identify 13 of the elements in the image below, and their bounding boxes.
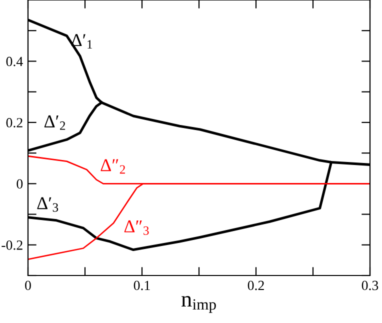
series-label: Δ′$_{3}$ [37,197,58,212]
x-tick-label: 0.1 [134,280,150,290]
y-tick-label: 0.4 [6,56,23,66]
y-tick-label: -0.2 [2,240,22,250]
x-tick-label: 0.2 [248,280,264,290]
x-axis-title: n$_{imp}$ [182,296,216,313]
y-tick-label: 0.2 [6,118,22,128]
series-label: Δ″$_{3}$ [124,220,149,235]
x-tick-label: 0.3 [362,280,378,290]
series-label: Δ′$_{2}$ [44,115,66,130]
x-tick-label: 0 [25,280,31,290]
y-tick-label: 0 [16,179,23,189]
series-label: Δ″$_{2}$ [100,159,125,174]
